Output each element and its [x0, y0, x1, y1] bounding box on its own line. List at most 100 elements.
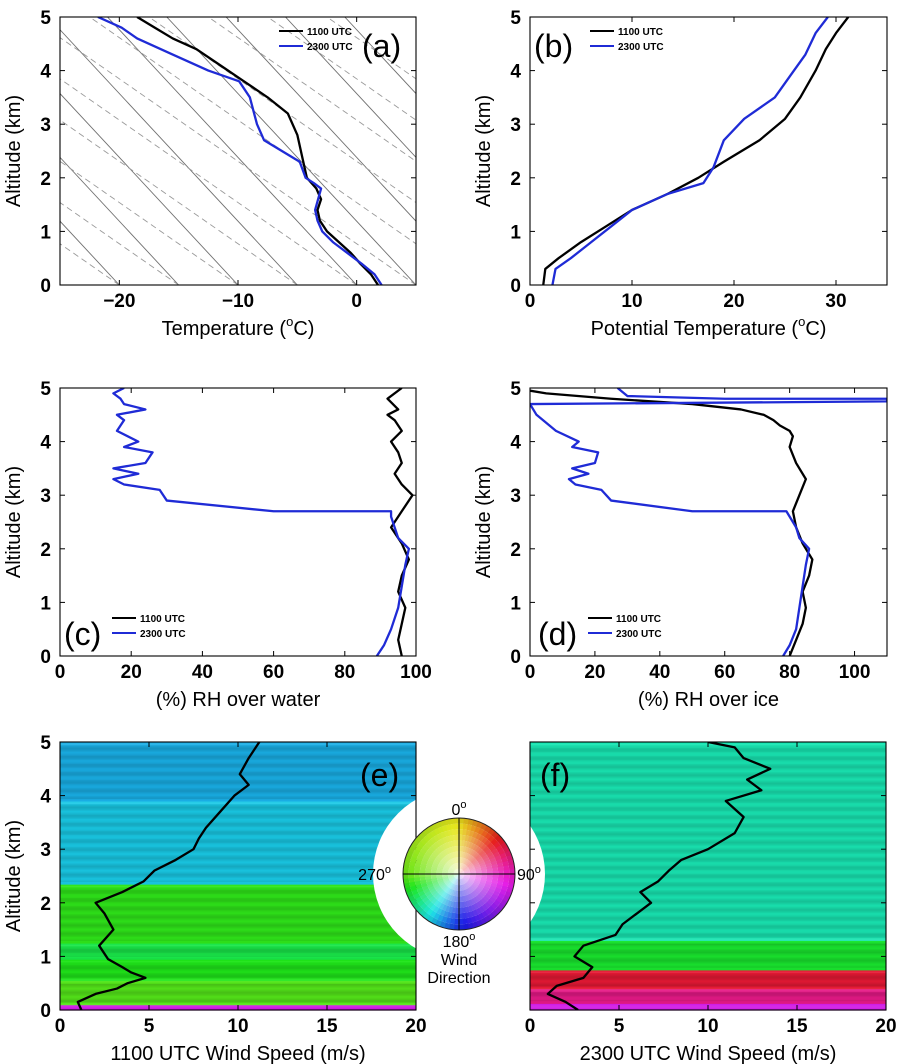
direction-band [530, 770, 886, 773]
wheel-segment [443, 856, 449, 863]
wheel-segment [474, 878, 481, 882]
direction-band [60, 1001, 416, 1004]
direction-band [60, 870, 416, 873]
direction-band [530, 948, 886, 951]
wheel-segment [469, 876, 476, 880]
wheel-segment [436, 839, 443, 847]
wheel-segment [493, 841, 501, 849]
wheel-segment [471, 859, 478, 865]
wheel-segment [438, 880, 445, 886]
wheel-segment [456, 874, 459, 880]
direction-band [60, 829, 416, 832]
direction-band [530, 996, 886, 999]
wheel-segment [459, 870, 464, 874]
wheel-segment [508, 878, 515, 885]
wheel-segment [462, 912, 467, 919]
wheel-segment [439, 909, 446, 917]
y-tick-label: 2 [40, 894, 51, 915]
y-tick-label: 4 [40, 62, 51, 83]
wheel-segment [455, 834, 460, 841]
direction-band [60, 851, 416, 854]
wheel-segment [459, 862, 463, 869]
wheel-segment [449, 867, 455, 872]
wheel-segment [460, 896, 464, 902]
y-tick-label: 4 [510, 62, 521, 83]
direction-band [60, 884, 416, 886]
direction-band [60, 900, 416, 903]
direction-band [60, 799, 416, 802]
wheel-segment [492, 874, 499, 878]
wheel-segment [462, 877, 467, 883]
wheel-segment [466, 841, 471, 848]
wheel-segment [469, 869, 476, 873]
wheel-segment [444, 879, 450, 884]
direction-band [530, 985, 886, 988]
direction-band [530, 964, 886, 967]
direction-band [60, 920, 416, 923]
wheel-segment [438, 862, 445, 867]
direction-band [530, 806, 886, 809]
direction-band [530, 1000, 886, 1003]
wheel-segment [464, 906, 470, 913]
x-tick-label: 0 [351, 291, 362, 312]
wheel-segment [478, 883, 485, 889]
wheel-segment [449, 918, 456, 925]
wheel-segment [452, 834, 457, 841]
direction-band [530, 906, 886, 909]
direction-band [60, 937, 416, 940]
wheel-segment [462, 865, 468, 871]
direction-band [60, 993, 416, 996]
direction-band [60, 992, 416, 995]
x-tick-label: 60 [263, 662, 284, 683]
direction-band [530, 850, 886, 853]
wheel-segment [449, 900, 455, 908]
direction-band [60, 926, 416, 929]
direction-band [60, 991, 416, 994]
direction-band [60, 813, 416, 815]
x-axis-label: Potential Temperature (oC) [591, 314, 827, 340]
wheel-segment [483, 857, 490, 863]
direction-band [530, 841, 886, 844]
wheel-segment [495, 896, 503, 904]
wheel-segment [509, 869, 516, 875]
panel-tag: (e) [360, 757, 399, 793]
wheel-segment [481, 854, 489, 861]
wheel-segment [470, 874, 476, 878]
wheel-segment [444, 886, 450, 893]
direction-band [60, 850, 416, 853]
wheel-segment [449, 883, 454, 889]
y-tick-label: 2 [510, 540, 521, 561]
direction-band [530, 795, 886, 798]
wheel-segment [478, 850, 485, 857]
direction-band [530, 912, 886, 915]
direction-band [530, 878, 886, 881]
direction-band [530, 953, 886, 956]
wheel-segment [429, 854, 437, 860]
y-tick-label: 1 [40, 222, 51, 243]
y-axis-label: Altitude (km) [473, 95, 495, 207]
y-tick-label: 3 [40, 486, 51, 507]
wheel-segment [476, 856, 483, 862]
direction-band [60, 924, 416, 927]
y-tick-label: 4 [40, 787, 51, 808]
wheel-segment [441, 850, 447, 857]
wheel-segment [447, 874, 454, 877]
y-axis-label: Altitude (km) [473, 466, 495, 578]
wheel-segment [459, 874, 463, 879]
direction-band [60, 755, 416, 758]
direction-band [530, 967, 886, 970]
direction-band [60, 981, 416, 984]
isotherm-line [0, 17, 1, 285]
direction-band [530, 861, 886, 864]
direction-band [60, 787, 416, 790]
direction-band [60, 756, 416, 759]
wheel-segment [431, 871, 437, 874]
legend-label: 1100 UTC [616, 614, 661, 625]
legend: 1100 UTC 2300 UTC [112, 614, 186, 640]
wheel-segment [481, 830, 489, 838]
direction-band [530, 760, 886, 763]
wheel-segment [447, 900, 452, 907]
direction-band [60, 952, 416, 955]
y-tick-label: 3 [40, 840, 51, 861]
wheel-segment [490, 838, 498, 846]
